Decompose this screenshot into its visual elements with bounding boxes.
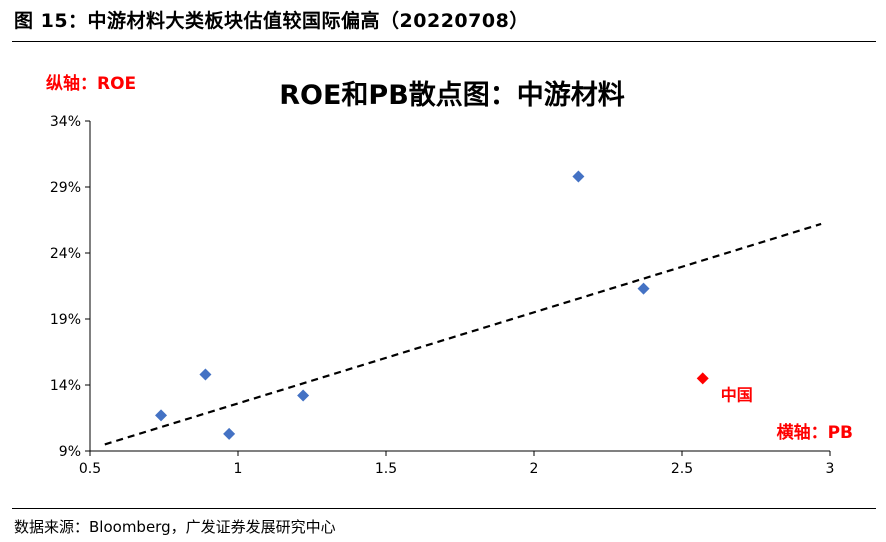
source-note: 数据来源：Bloomberg，广发证券发展研究中心 bbox=[14, 518, 336, 536]
top-divider bbox=[12, 41, 876, 42]
y-tick-label: 19% bbox=[50, 312, 81, 328]
trend-line bbox=[104, 222, 822, 446]
data-point bbox=[637, 282, 650, 295]
x-tick-label: 2.5 bbox=[671, 461, 693, 477]
x-tick-label: 2 bbox=[530, 461, 539, 477]
x-tick-label: 3 bbox=[826, 461, 835, 477]
bottom-divider bbox=[12, 508, 876, 509]
data-point bbox=[155, 409, 168, 422]
data-point bbox=[297, 389, 310, 402]
y-tick-label: 29% bbox=[50, 180, 81, 196]
data-point bbox=[572, 170, 585, 183]
y-tick-label: 24% bbox=[50, 246, 81, 262]
y-axis-label: 纵轴：ROE bbox=[46, 73, 136, 94]
y-tick-label: 9% bbox=[59, 444, 81, 460]
x-tick-label: 1 bbox=[234, 461, 243, 477]
chart-title: ROE和PB散点图：中游材料 bbox=[279, 80, 625, 111]
data-point bbox=[199, 368, 212, 381]
scatter-chart: 0.5 1 1.5 2 2.5 3 9% 14% 19% 24% 29% 34% 中国 ROE和PB散点… bbox=[46, 73, 853, 477]
x-tick-label: 0.5 bbox=[79, 461, 101, 477]
data-point bbox=[696, 372, 709, 385]
y-tick-label: 14% bbox=[50, 378, 81, 394]
figure-title: 图 15：中游材料大类板块估值较国际偏高（20220708） bbox=[14, 10, 529, 32]
x-axis-label: 横轴：PB bbox=[777, 422, 853, 443]
x-tick-label: 1.5 bbox=[375, 461, 397, 477]
data-point bbox=[223, 427, 236, 440]
y-tick-label: 34% bbox=[50, 114, 81, 130]
data-point-label: 中国 bbox=[721, 385, 753, 404]
